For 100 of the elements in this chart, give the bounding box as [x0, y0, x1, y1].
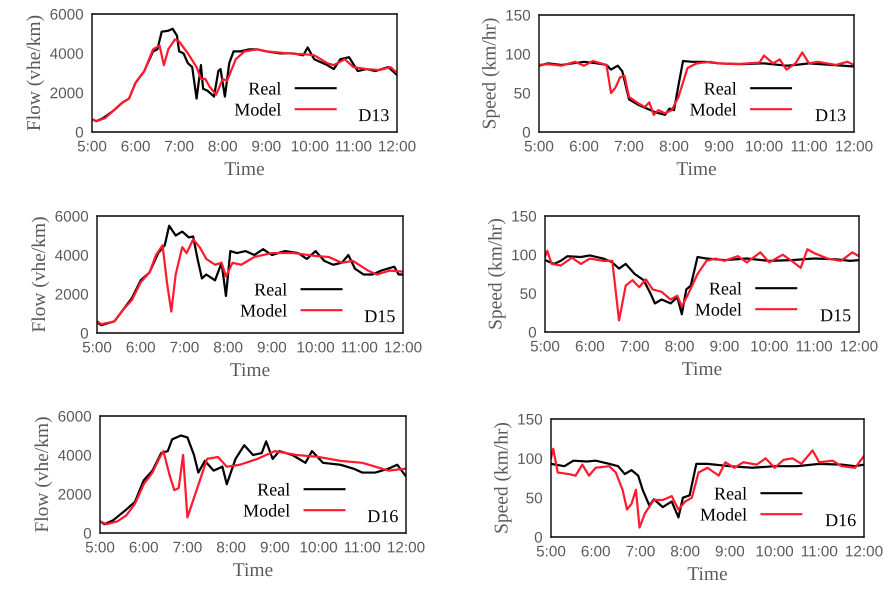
- y-tick-label: 100: [506, 48, 530, 60]
- y-axis-title: Flow (vhe/km): [34, 417, 52, 532]
- y-tick-label: 150: [512, 210, 536, 222]
- legend-label: Model: [244, 504, 290, 517]
- y-tick-label: 0: [84, 528, 92, 539]
- x-axis-title: Time: [233, 563, 273, 576]
- legend-label: Real: [248, 82, 282, 95]
- x-axis-title: Time: [224, 162, 264, 176]
- y-tick-label: 0: [522, 126, 530, 138]
- y-tick-label: 100: [518, 453, 542, 464]
- legend-label: Model: [700, 508, 747, 521]
- x-tick-label: 12:00: [841, 340, 878, 352]
- x-tick-label: 11:00: [802, 546, 838, 557]
- x-tick-label: 6:00: [130, 542, 158, 553]
- y-tick-label: 0: [528, 326, 536, 338]
- x-tick-label: 7:00: [173, 542, 202, 553]
- x-tick-label: 5:00: [530, 340, 560, 352]
- legend-label: Model: [695, 302, 742, 316]
- x-tick-label: 5:00: [82, 342, 112, 353]
- x-tick-label: 8:00: [214, 342, 242, 353]
- x-tick-label: 11:00: [344, 542, 380, 553]
- y-tick-label: 4000: [50, 48, 84, 60]
- annotation: D13: [816, 109, 846, 122]
- y-tick-label: 6000: [50, 8, 84, 20]
- y-tick-label: 0: [80, 328, 88, 339]
- y-tick-label: 150: [506, 10, 530, 21]
- x-axis-title: Time: [230, 363, 270, 376]
- x-tick-label: 8:00: [665, 340, 694, 352]
- y-tick-label: 2000: [50, 88, 84, 98]
- x-tick-label: 6:00: [570, 140, 598, 152]
- annotation: D13: [358, 109, 389, 122]
- x-tick-label: 11:00: [792, 140, 827, 152]
- x-tick-label: 8:00: [660, 140, 688, 152]
- x-tick-label: 8:00: [216, 542, 246, 553]
- x-tick-label: 7:00: [620, 340, 649, 352]
- y-tick-label: 2000: [58, 488, 92, 500]
- legend-label: Real: [714, 486, 747, 500]
- legend-label: Real: [254, 282, 287, 296]
- x-tick-label: 12:00: [388, 542, 425, 553]
- y-axis-title: Flow (vhe/km): [31, 217, 50, 332]
- legend-label: Real: [258, 482, 290, 496]
- line-series: [551, 448, 864, 529]
- x-tick-label: 10:00: [746, 140, 783, 152]
- x-tick-label: 12:00: [385, 342, 422, 353]
- legend-label: Model: [234, 102, 282, 116]
- x-tick-label: 12:00: [846, 546, 883, 557]
- x-tick-label: 5:00: [86, 542, 114, 553]
- y-axis-title: Speed (km/hr): [488, 218, 506, 329]
- x-tick-label: 8:00: [208, 140, 237, 152]
- x-axis-title: Time: [682, 362, 722, 376]
- x-tick-label: 10:00: [298, 342, 334, 353]
- x-tick-label: 10:00: [756, 546, 794, 557]
- x-tick-label: 5:00: [524, 140, 554, 152]
- x-tick-label: 6:00: [582, 546, 610, 557]
- annotation: D16: [368, 510, 398, 522]
- y-tick-label: 150: [518, 414, 542, 425]
- x-axis-title: Time: [676, 162, 716, 176]
- y-axis-title: Speed (km/hr): [494, 422, 512, 533]
- x-tick-label: 7:00: [165, 140, 194, 152]
- legend-label: Real: [709, 282, 742, 295]
- y-tick-label: 4000: [55, 250, 88, 261]
- y-tick-label: 6000: [55, 210, 88, 222]
- y-tick-label: 0: [76, 126, 84, 138]
- x-tick-label: 11:00: [342, 342, 378, 353]
- y-tick-label: 50: [514, 88, 530, 99]
- line-series: [545, 248, 859, 322]
- x-tick-label: 9:00: [252, 140, 281, 152]
- x-tick-label: 11:00: [336, 140, 372, 152]
- x-tick-label: 12:00: [379, 140, 416, 152]
- y-tick-label: 0: [534, 532, 542, 543]
- x-tick-label: 12:00: [836, 140, 873, 152]
- x-tick-label: 10:00: [300, 542, 338, 553]
- y-axis-title: Flow (vhe/km): [26, 16, 44, 130]
- annotation: D16: [826, 514, 856, 526]
- x-tick-label: 7:00: [626, 546, 655, 557]
- x-tick-label: 7:00: [170, 342, 199, 353]
- x-tick-label: 11:00: [796, 340, 832, 352]
- x-tick-label: 6:00: [126, 342, 155, 353]
- legend-label: Model: [690, 102, 736, 116]
- y-tick-label: 6000: [58, 410, 92, 422]
- annotation: D15: [820, 309, 850, 322]
- x-tick-label: 9:00: [258, 342, 286, 353]
- x-tick-label: 9:00: [704, 140, 734, 152]
- y-tick-label: 50: [520, 288, 536, 300]
- x-tick-label: 5:00: [78, 140, 106, 152]
- x-tick-label: 6:00: [576, 340, 604, 352]
- line-series: [100, 450, 406, 526]
- x-tick-label: 10:00: [292, 140, 328, 152]
- x-tick-label: 7:00: [614, 140, 644, 152]
- x-tick-label: 10:00: [751, 340, 788, 352]
- y-tick-label: 2000: [55, 288, 88, 300]
- x-tick-label: 5:00: [536, 546, 566, 557]
- x-tick-label: 9:00: [716, 546, 744, 557]
- annotation: D15: [364, 310, 395, 322]
- y-tick-label: 50: [526, 492, 542, 504]
- x-tick-label: 9:00: [710, 340, 739, 352]
- x-tick-label: 8:00: [670, 546, 700, 557]
- x-tick-label: 9:00: [260, 542, 290, 553]
- x-axis-title: Time: [688, 567, 728, 580]
- y-tick-label: 4000: [58, 450, 92, 461]
